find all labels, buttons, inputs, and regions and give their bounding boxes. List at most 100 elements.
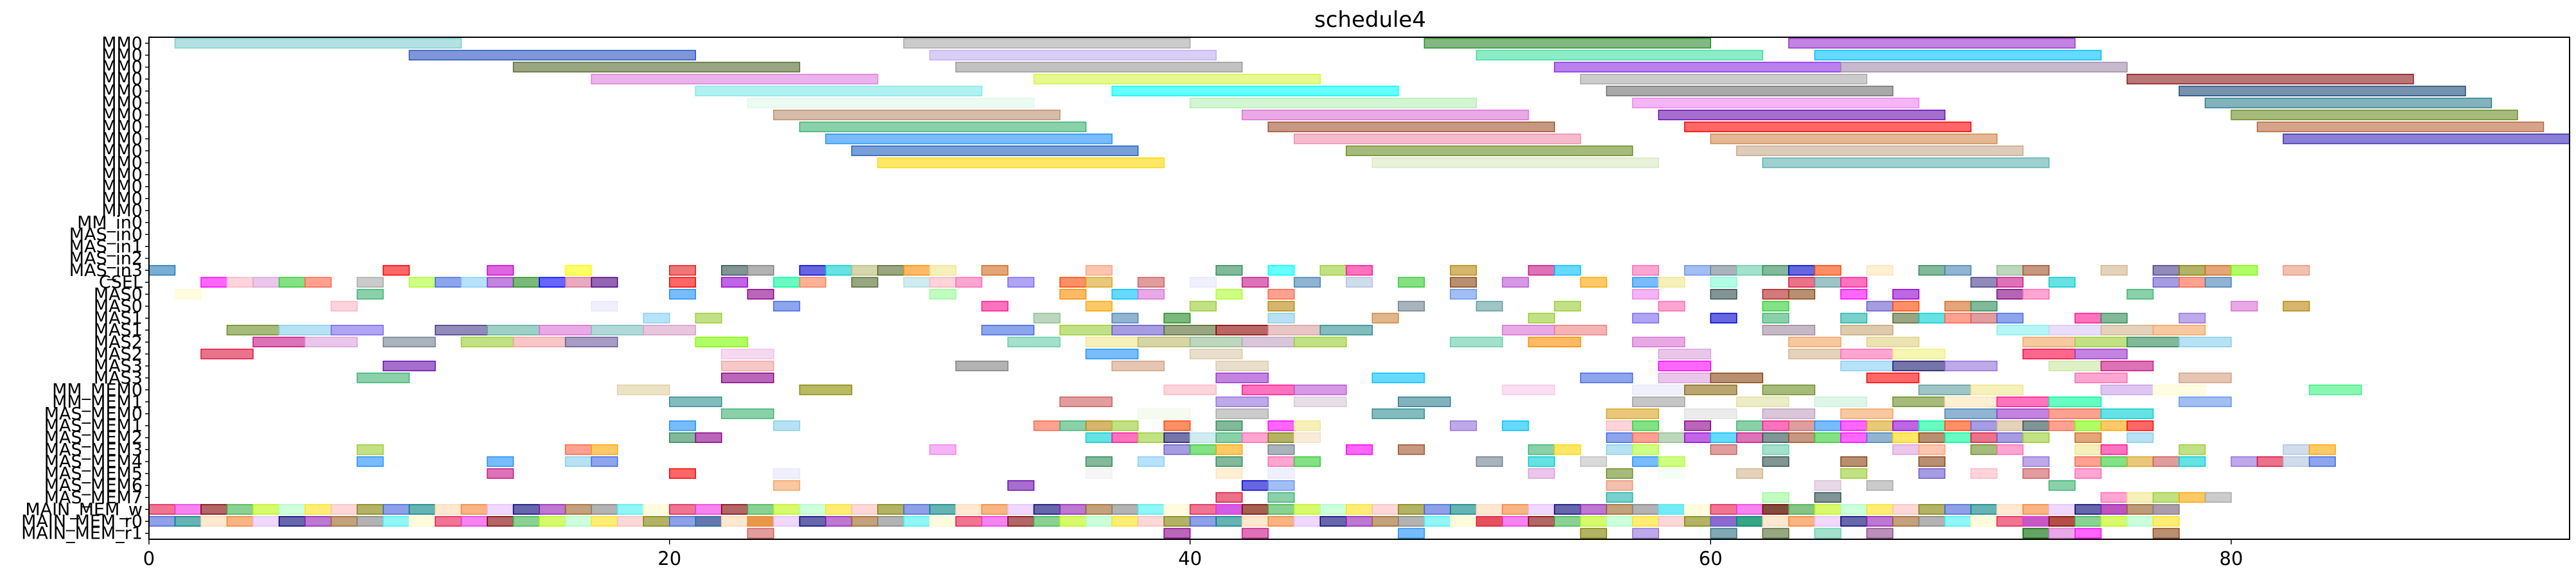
- task-bar: [773, 277, 801, 288]
- task-bar: [1293, 336, 1347, 347]
- task-bar: [1554, 62, 1841, 73]
- task-bar: [2231, 264, 2258, 276]
- task-bar: [1606, 432, 1633, 443]
- task-bar: [1788, 516, 1816, 527]
- task-bar: [2308, 444, 2336, 455]
- task-bar: [1736, 396, 1789, 408]
- task-bar: [1996, 396, 2049, 408]
- task-bar: [2075, 444, 2102, 455]
- task-bar: [564, 504, 592, 515]
- task-bar: [1163, 432, 1191, 443]
- task-bar: [1267, 300, 1295, 312]
- task-bar: [1267, 504, 1295, 515]
- task-bar: [1423, 38, 1712, 49]
- task-bar: [1944, 504, 1972, 515]
- task-bar: [2204, 264, 2232, 276]
- task-bar: [1866, 300, 1893, 312]
- task-bar: [2179, 492, 2206, 503]
- task-bar: [278, 324, 332, 336]
- task-bar: [1840, 277, 1868, 288]
- task-bar: [435, 516, 462, 527]
- task-bar: [383, 504, 410, 515]
- task-bar: [1580, 73, 1868, 85]
- y-tick-label: MAIN_MEM_r0: [21, 512, 143, 532]
- y-tick-label: MM0: [101, 105, 143, 125]
- task-bar: [1996, 264, 2024, 276]
- task-bar: [1163, 420, 1191, 431]
- task-bar: [252, 277, 280, 288]
- task-bar: [487, 504, 514, 515]
- x-tick-label: 40: [1178, 548, 1202, 569]
- task-bar: [460, 277, 488, 288]
- task-bar: [252, 504, 280, 515]
- task-bar: [1632, 336, 1685, 347]
- task-bar: [1788, 432, 1816, 443]
- task-bar: [591, 300, 618, 312]
- x-tick-label: 60: [1699, 548, 1723, 569]
- task-bar: [1892, 360, 1945, 372]
- task-bar: [148, 504, 176, 515]
- task-bar: [1007, 277, 1035, 288]
- y-tick-label: MAS_in2: [69, 248, 143, 268]
- task-bar: [1684, 432, 1712, 443]
- task-bar: [1762, 432, 1789, 443]
- y-tick-label: MM0: [101, 93, 143, 113]
- task-bar: [1970, 420, 1997, 431]
- task-bar: [955, 277, 982, 288]
- task-bar: [1554, 264, 1581, 276]
- task-bar: [331, 516, 358, 527]
- task-bar: [356, 277, 384, 288]
- task-bar: [2152, 492, 2180, 503]
- task-bar: [331, 504, 358, 515]
- task-bar: [1527, 264, 1555, 276]
- task-bar: [1111, 360, 1165, 372]
- task-bar: [1840, 324, 1893, 336]
- task-bar: [1085, 456, 1113, 467]
- task-bar: [1658, 349, 1712, 360]
- task-bar: [2127, 516, 2154, 527]
- task-bar: [1762, 504, 1789, 515]
- task-bar: [1814, 528, 1841, 539]
- task-bar: [1996, 444, 2024, 455]
- task-bar: [1892, 432, 1920, 443]
- task-bar: [2152, 456, 2180, 467]
- y-tick-label: MM0: [101, 201, 143, 221]
- task-bar: [1762, 420, 1789, 431]
- task-bar: [1710, 277, 1737, 288]
- task-bar: [2075, 516, 2102, 527]
- task-bar: [2048, 324, 2102, 336]
- task-bar: [851, 504, 878, 515]
- task-bar: [1450, 336, 1503, 347]
- y-tick-label: MAS3: [94, 369, 143, 388]
- task-bar: [1059, 289, 1087, 300]
- task-bar: [2075, 313, 2102, 324]
- task-bar: [669, 289, 697, 300]
- task-bar: [1684, 420, 1712, 431]
- task-bar: [1996, 408, 2049, 419]
- task-bar: [1345, 504, 1373, 515]
- task-bar: [487, 277, 514, 288]
- task-bar: [773, 300, 801, 312]
- task-bar: [1710, 504, 1737, 515]
- task-bar: [1970, 300, 1997, 312]
- task-bar: [1632, 444, 1659, 455]
- task-bar: [1632, 385, 1685, 395]
- task-bar: [929, 277, 957, 288]
- task-bar: [487, 456, 514, 467]
- task-bar: [2075, 504, 2102, 515]
- task-bar: [304, 504, 332, 515]
- task-bar: [1658, 504, 1685, 515]
- task-bar: [1632, 396, 1685, 408]
- task-bar: [955, 62, 1243, 73]
- task-bar: [773, 516, 801, 527]
- task-bar: [1814, 396, 1868, 408]
- task-bar: [1085, 516, 1113, 527]
- task-bar: [1085, 504, 1113, 515]
- task-bar: [929, 49, 1217, 61]
- task-bar: [1918, 504, 1945, 515]
- task-bar: [591, 516, 618, 527]
- task-bar: [2179, 277, 2206, 288]
- task-bar: [643, 504, 670, 515]
- task-bar: [1762, 444, 1789, 455]
- task-bar: [1267, 480, 1295, 491]
